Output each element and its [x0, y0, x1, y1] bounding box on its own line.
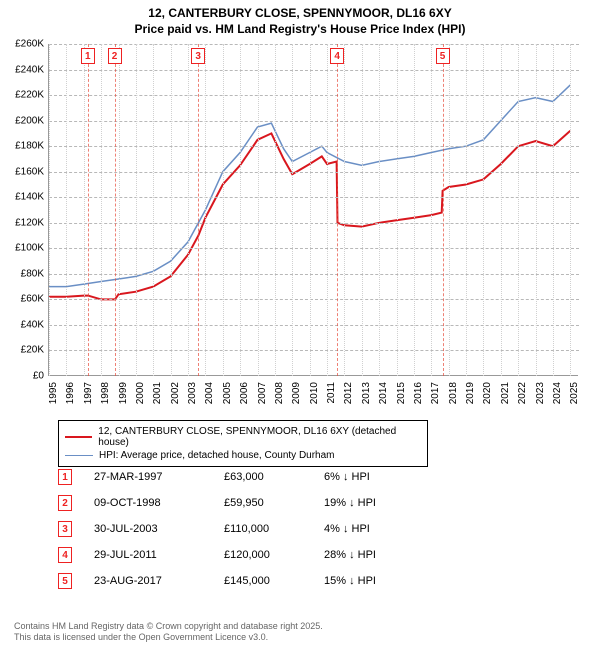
legend: 12, CANTERBURY CLOSE, SPENNYMOOR, DL16 6… — [58, 420, 428, 467]
title-line-1: 12, CANTERBURY CLOSE, SPENNYMOOR, DL16 6… — [0, 6, 600, 22]
legend-swatch — [65, 455, 93, 456]
chart-marker: 1 — [81, 48, 95, 64]
x-axis-label: 1995 — [48, 382, 59, 404]
row-price: £145,000 — [224, 575, 324, 587]
transaction-row: 2 09-OCT-1998£59,95019% ↓ HPI — [58, 490, 434, 516]
row-marker: 1 — [58, 469, 72, 485]
y-axis-label: £20K — [0, 345, 44, 356]
row-pct: 6% ↓ HPI — [324, 471, 434, 483]
title-line-2: Price paid vs. HM Land Registry's House … — [0, 22, 600, 38]
y-axis-label: £160K — [0, 166, 44, 177]
footer-line-2: This data is licensed under the Open Gov… — [14, 632, 323, 644]
row-date: 27-MAR-1997 — [94, 471, 224, 483]
y-axis-label: £240K — [0, 64, 44, 75]
transaction-row: 3 30-JUL-2003£110,0004% ↓ HPI — [58, 516, 434, 542]
legend-item: 12, CANTERBURY CLOSE, SPENNYMOOR, DL16 6… — [65, 425, 421, 449]
x-axis-label: 1999 — [118, 382, 129, 404]
x-axis-label: 2024 — [552, 382, 563, 404]
x-axis-label: 2011 — [326, 382, 337, 404]
transaction-row: 5 23-AUG-2017£145,00015% ↓ HPI — [58, 568, 434, 594]
chart-marker: 4 — [330, 48, 344, 64]
y-axis-label: £220K — [0, 90, 44, 101]
x-axis-label: 2019 — [465, 382, 476, 404]
chart-marker: 3 — [191, 48, 205, 64]
x-axis-label: 2004 — [204, 382, 215, 404]
x-axis-label: 2009 — [291, 382, 302, 404]
transaction-row: 1 27-MAR-1997£63,0006% ↓ HPI — [58, 464, 434, 490]
x-axis-label: 1997 — [83, 382, 94, 404]
y-axis-label: £80K — [0, 268, 44, 279]
row-marker: 3 — [58, 521, 72, 537]
plot-region: 12 3 4 5 — [48, 44, 578, 376]
x-axis-label: 2023 — [535, 382, 546, 404]
x-axis-label: 2013 — [361, 382, 372, 404]
x-axis-label: 2025 — [569, 382, 580, 404]
x-axis-label: 2002 — [170, 382, 181, 404]
row-date: 30-JUL-2003 — [94, 523, 224, 535]
chart-lines — [49, 44, 579, 376]
x-axis-label: 2020 — [482, 382, 493, 404]
x-axis-label: 2008 — [274, 382, 285, 404]
chart-marker: 5 — [436, 48, 450, 64]
legend-label: HPI: Average price, detached house, Coun… — [99, 450, 335, 461]
row-marker: 2 — [58, 495, 72, 511]
x-axis-label: 1996 — [65, 382, 76, 404]
row-price: £59,950 — [224, 497, 324, 509]
x-axis-label: 1998 — [100, 382, 111, 404]
y-axis-label: £200K — [0, 115, 44, 126]
x-axis-label: 2017 — [430, 382, 441, 404]
y-axis-label: £60K — [0, 294, 44, 305]
x-axis-label: 2022 — [517, 382, 528, 404]
chart-marker: 2 — [108, 48, 122, 64]
row-pct: 28% ↓ HPI — [324, 549, 434, 561]
row-marker: 5 — [58, 573, 72, 589]
row-price: £63,000 — [224, 471, 324, 483]
row-date: 29-JUL-2011 — [94, 549, 224, 561]
y-axis-label: £260K — [0, 39, 44, 50]
row-date: 09-OCT-1998 — [94, 497, 224, 509]
row-pct: 4% ↓ HPI — [324, 523, 434, 535]
row-marker: 4 — [58, 547, 72, 563]
footer-line-1: Contains HM Land Registry data © Crown c… — [14, 621, 323, 633]
y-axis-label: £40K — [0, 319, 44, 330]
legend-label: 12, CANTERBURY CLOSE, SPENNYMOOR, DL16 6… — [98, 426, 421, 448]
footer: Contains HM Land Registry data © Crown c… — [14, 621, 323, 644]
x-axis-label: 2018 — [448, 382, 459, 404]
transactions-table: 127-MAR-1997£63,0006% ↓ HPI209-OCT-1998£… — [58, 464, 434, 594]
x-axis-label: 2006 — [239, 382, 250, 404]
row-price: £120,000 — [224, 549, 324, 561]
x-axis-label: 2015 — [396, 382, 407, 404]
chart-area: 12345 £0£20K£40K£60K£80K£100K£120K£140K£… — [48, 44, 578, 376]
row-pct: 15% ↓ HPI — [324, 575, 434, 587]
y-axis-label: £100K — [0, 243, 44, 254]
x-axis-label: 2021 — [500, 382, 511, 404]
x-axis-label: 2001 — [152, 382, 163, 404]
chart-container: 12, CANTERBURY CLOSE, SPENNYMOOR, DL16 6… — [0, 0, 600, 650]
y-axis-label: £140K — [0, 192, 44, 203]
x-axis-label: 2003 — [187, 382, 198, 404]
row-date: 23-AUG-2017 — [94, 575, 224, 587]
x-axis-label: 2010 — [309, 382, 320, 404]
legend-item: HPI: Average price, detached house, Coun… — [65, 449, 421, 462]
legend-swatch — [65, 436, 92, 438]
transaction-row: 4 29-JUL-2011£120,00028% ↓ HPI — [58, 542, 434, 568]
title-block: 12, CANTERBURY CLOSE, SPENNYMOOR, DL16 6… — [0, 0, 600, 39]
y-axis-label: £180K — [0, 141, 44, 152]
y-axis-label: £0 — [0, 371, 44, 382]
row-pct: 19% ↓ HPI — [324, 497, 434, 509]
x-axis-label: 2016 — [413, 382, 424, 404]
x-axis-label: 2007 — [257, 382, 268, 404]
x-axis-label: 2012 — [343, 382, 354, 404]
row-price: £110,000 — [224, 523, 324, 535]
x-axis-label: 2005 — [222, 382, 233, 404]
x-axis-label: 2014 — [378, 382, 389, 404]
y-axis-label: £120K — [0, 217, 44, 228]
x-axis-label: 2000 — [135, 382, 146, 404]
